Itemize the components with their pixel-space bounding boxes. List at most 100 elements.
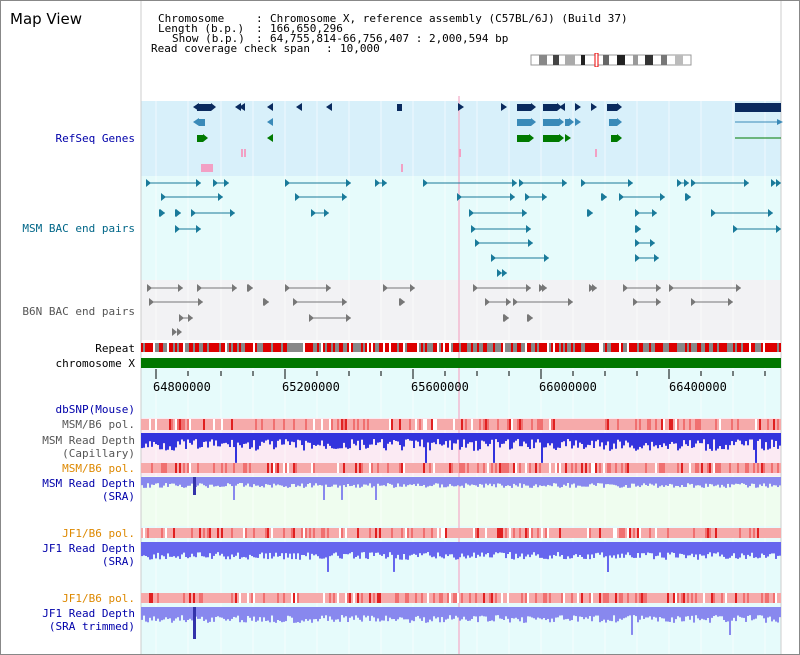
polymorphism-cell bbox=[289, 419, 291, 430]
read-depth-bar bbox=[707, 477, 709, 487]
read-depth-bar bbox=[583, 433, 585, 449]
polymorphism-cell bbox=[433, 463, 435, 473]
polymorphism-cell bbox=[667, 419, 669, 430]
bac-end-marker bbox=[691, 298, 696, 306]
repeat-element bbox=[463, 343, 465, 352]
read-depth-bar bbox=[379, 477, 381, 486]
repeat-element bbox=[763, 343, 765, 352]
polymorphism-cell bbox=[555, 419, 557, 430]
polymorphism-cell bbox=[497, 463, 499, 473]
polymorphism-cell bbox=[193, 419, 195, 430]
read-depth-bar bbox=[605, 433, 607, 446]
polymorphism-cell bbox=[433, 528, 435, 538]
read-depth-bar bbox=[179, 433, 181, 445]
polymorphism-cell bbox=[299, 463, 301, 473]
read-depth-bar bbox=[489, 477, 491, 484]
window-title: Map View bbox=[10, 10, 83, 28]
polymorphism-cell bbox=[505, 593, 507, 603]
polymorphism-cell bbox=[643, 463, 645, 473]
read-depth-bar bbox=[485, 433, 487, 444]
polymorphism-cell bbox=[645, 528, 647, 538]
polymorphism-cell bbox=[529, 528, 531, 538]
read-depth-bar bbox=[461, 607, 463, 620]
label-jf1-depth-sra-sub: (SRA) bbox=[101, 555, 135, 568]
polymorphism-cell bbox=[567, 419, 569, 430]
repeat-element bbox=[141, 343, 143, 352]
read-depth-bar bbox=[335, 477, 337, 485]
read-depth-bar bbox=[175, 477, 177, 486]
polymorphism-cell bbox=[603, 528, 605, 538]
label-msm-bac[interactable]: MSM BAC end pairs bbox=[22, 222, 135, 235]
gene-tick bbox=[401, 164, 403, 172]
read-depth-bar bbox=[651, 477, 653, 485]
polymorphism-cell bbox=[389, 419, 391, 430]
polymorphism-cell bbox=[649, 463, 651, 473]
label-b6n-bac[interactable]: B6N BAC end pairs bbox=[22, 305, 135, 318]
read-depth-bar bbox=[183, 607, 185, 621]
polymorphism-cell bbox=[669, 528, 671, 538]
read-depth-bar bbox=[195, 542, 197, 558]
read-depth-bar bbox=[457, 433, 459, 440]
label-msm-depth-cap: MSM Read Depth bbox=[42, 434, 135, 447]
polymorphism-cell bbox=[397, 528, 399, 538]
read-depth-bar bbox=[655, 542, 657, 557]
read-depth-bar bbox=[765, 433, 767, 443]
polymorphism-cell bbox=[353, 528, 355, 538]
read-depth-bar bbox=[559, 542, 561, 557]
bac-end-marker bbox=[469, 209, 474, 217]
polymorphism-cell bbox=[439, 528, 441, 538]
read-depth-bar bbox=[573, 433, 575, 446]
read-depth-bar bbox=[281, 433, 283, 445]
polymorphism-cell bbox=[399, 593, 401, 603]
polymorphism-cell bbox=[653, 593, 655, 603]
read-depth-bar bbox=[201, 607, 203, 617]
read-depth-bar bbox=[743, 477, 745, 484]
read-depth-bar bbox=[403, 477, 405, 485]
polymorphism-cell bbox=[521, 463, 523, 473]
polymorphism-cell bbox=[205, 419, 207, 430]
polymorphism-cell bbox=[511, 593, 513, 603]
polymorphism-cell bbox=[177, 593, 179, 603]
repeat-element bbox=[311, 343, 313, 352]
read-depth-bar bbox=[615, 433, 617, 449]
read-depth-bar bbox=[227, 477, 229, 484]
read-depth-bar bbox=[215, 477, 217, 487]
polymorphism-cell bbox=[149, 593, 151, 603]
polymorphism-cell bbox=[355, 528, 357, 538]
polymorphism-cell bbox=[327, 463, 329, 473]
label-refseq-genes[interactable]: RefSeq Genes bbox=[55, 132, 135, 145]
read-depth-bar bbox=[283, 542, 285, 560]
repeat-element bbox=[387, 343, 389, 352]
bac-end-marker bbox=[619, 193, 624, 201]
polymorphism-cell bbox=[221, 528, 223, 538]
polymorphism-cell bbox=[149, 528, 151, 538]
polymorphism-cell bbox=[449, 463, 451, 473]
read-depth-bar bbox=[449, 477, 451, 485]
read-depth-bar bbox=[723, 433, 725, 450]
polymorphism-cell bbox=[283, 463, 285, 473]
read-depth-bar bbox=[777, 477, 779, 488]
polymorphism-cell bbox=[757, 419, 759, 430]
polymorphism-cell bbox=[199, 593, 201, 603]
repeat-element bbox=[601, 343, 603, 352]
polymorphism-cell bbox=[557, 593, 559, 603]
read-depth-bar bbox=[285, 607, 287, 622]
read-depth-bar bbox=[309, 607, 311, 620]
polymorphism-cell bbox=[533, 419, 535, 430]
read-depth-bar bbox=[257, 433, 259, 450]
read-depth-bar bbox=[681, 477, 683, 486]
label-dbsnp[interactable]: dbSNP(Mouse) bbox=[55, 403, 135, 416]
chromosome-ideogram[interactable] bbox=[529, 53, 699, 67]
read-depth-bar bbox=[475, 542, 477, 558]
polymorphism-cell bbox=[401, 528, 403, 538]
polymorphism-cell bbox=[523, 593, 525, 603]
read-depth-bar bbox=[733, 607, 735, 618]
polymorphism-cell bbox=[303, 463, 305, 473]
polymorphism-cell bbox=[465, 593, 467, 603]
read-depth-bar bbox=[199, 433, 201, 448]
polymorphism-cell bbox=[775, 463, 777, 473]
polymorphism-cell bbox=[227, 463, 229, 473]
read-depth-bar bbox=[487, 542, 489, 553]
polymorphism-cell bbox=[263, 463, 265, 473]
